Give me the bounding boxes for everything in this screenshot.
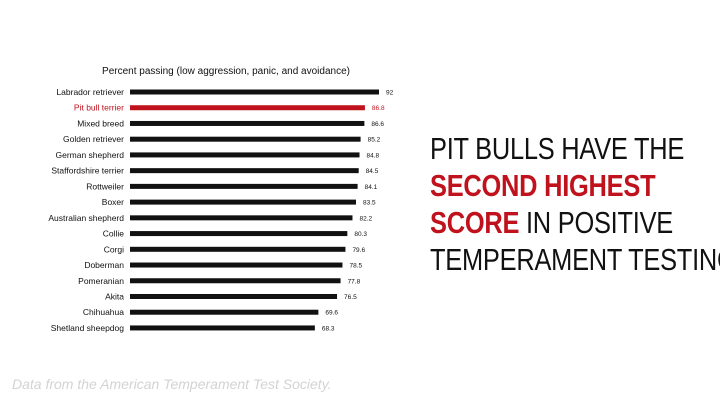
bars-group: Labrador retriever 92 Pit bull terrier 86.8… <box>48 87 393 333</box>
category-label: Mixed breed <box>77 118 124 128</box>
value-label: 84.1 <box>365 184 378 191</box>
bar <box>130 199 356 205</box>
category-label: Golden retriever <box>63 134 124 144</box>
bar <box>130 89 379 95</box>
category-label: Labrador retriever <box>56 87 124 97</box>
value-label: 68.3 <box>322 325 335 332</box>
value-label: 85.2 <box>368 137 381 144</box>
bar <box>130 136 361 142</box>
category-label: Boxer <box>102 197 124 207</box>
headline-accent-score: SCORE <box>430 205 520 240</box>
bar <box>130 309 319 315</box>
bar <box>130 183 358 189</box>
value-label: 86.6 <box>371 121 384 128</box>
value-label: 69.6 <box>325 310 338 317</box>
headline-line-3-rest: IN POSITIVE <box>519 205 674 240</box>
value-label: 82.2 <box>359 215 372 222</box>
value-label: 92 <box>386 90 394 97</box>
value-label: 76.5 <box>344 294 357 301</box>
category-label: Corgi <box>104 244 124 254</box>
headline-line-4: TEMPERAMENT TESTING. <box>430 242 720 277</box>
headline-line-1: PIT BULLS HAVE THE <box>430 131 685 166</box>
bar <box>130 293 338 299</box>
value-label: 77.8 <box>348 278 361 285</box>
bar <box>130 278 341 284</box>
value-label: 80.3 <box>354 231 367 238</box>
category-label: Akita <box>105 291 124 301</box>
category-label: Shetland sheepdog <box>51 323 125 333</box>
bar <box>130 168 359 174</box>
category-label: Rottweiler <box>86 181 124 191</box>
category-label: Australian shepherd <box>48 213 124 223</box>
headline-line-2: SECOND HIGHEST <box>430 168 656 203</box>
source-note: Data from the American Temperament Test … <box>12 376 332 392</box>
bar <box>130 152 360 158</box>
value-label: 84.5 <box>366 168 379 175</box>
bar <box>130 120 365 126</box>
category-label: Collie <box>103 229 125 239</box>
bar <box>130 246 346 252</box>
bar <box>130 105 365 111</box>
bar <box>130 325 315 331</box>
value-label: 78.5 <box>349 263 362 270</box>
value-label: 79.6 <box>352 247 365 254</box>
category-label: Pit bull terrier <box>74 103 124 113</box>
headline-line-3: SCORE IN POSITIVE <box>430 204 673 241</box>
value-label: 84.8 <box>367 152 380 159</box>
category-label: Chihuahua <box>83 307 124 317</box>
category-label: Pomeranian <box>78 276 124 286</box>
category-label: German shepherd <box>55 150 124 160</box>
value-label: 83.5 <box>363 200 376 207</box>
category-label: Staffordshire terrier <box>51 166 124 176</box>
chart-title: Percent passing (low aggression, panic, … <box>102 66 350 77</box>
bar <box>130 231 348 237</box>
category-label: Doberman <box>84 260 124 270</box>
bar-chart: Percent passing (low aggression, panic, … <box>48 66 393 333</box>
value-label: 86.8 <box>372 105 385 112</box>
bar <box>130 215 353 221</box>
headline: PIT BULLS HAVE THE SECOND HIGHEST SCORE … <box>430 130 720 278</box>
bar <box>130 262 343 268</box>
